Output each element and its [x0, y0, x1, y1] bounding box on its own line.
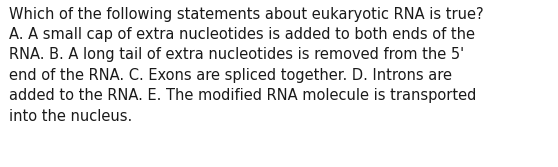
- Text: Which of the following statements about eukaryotic RNA is true?
A. A small cap o: Which of the following statements about …: [9, 7, 484, 124]
